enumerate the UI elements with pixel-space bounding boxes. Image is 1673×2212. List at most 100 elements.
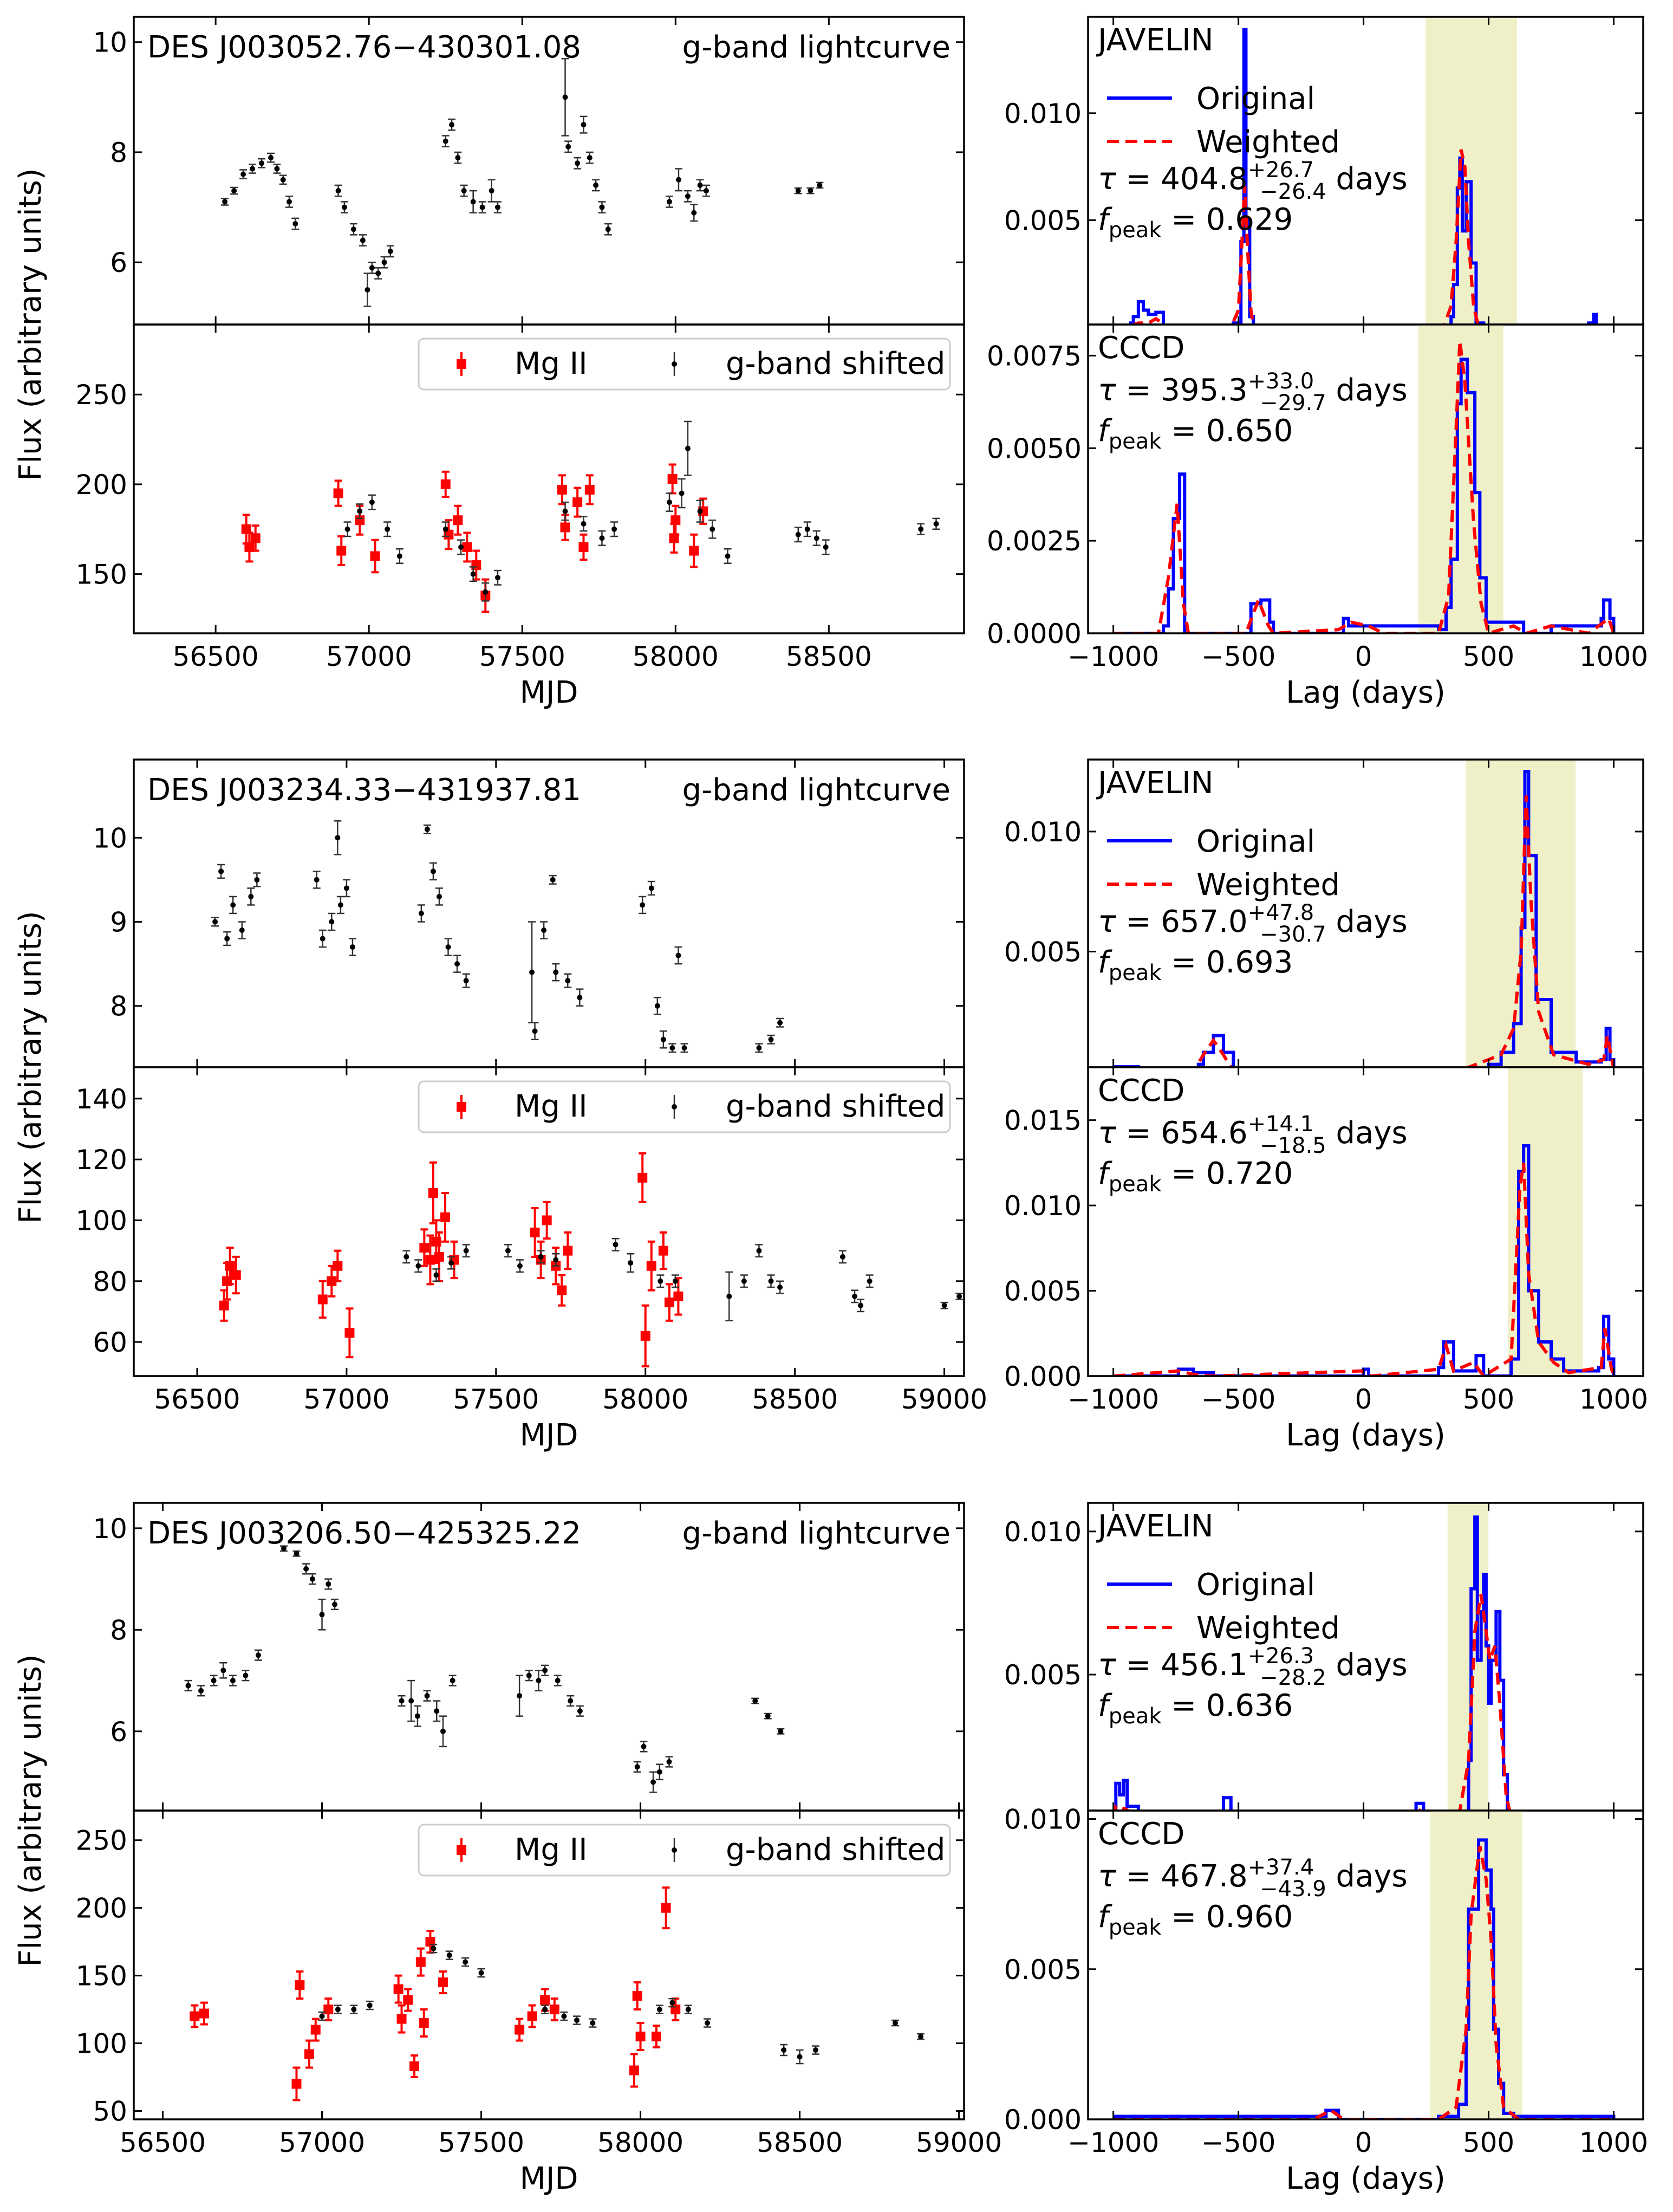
gband-marker xyxy=(795,531,801,537)
gband-marker xyxy=(797,2054,803,2060)
mgii-point xyxy=(190,2004,200,2028)
y-tick-label: 150 xyxy=(76,1961,127,1992)
gband-point xyxy=(447,1256,455,1270)
gband-point xyxy=(725,1271,733,1322)
gband-marker xyxy=(431,1945,437,1951)
gband-marker xyxy=(357,508,363,514)
y-tick-label: 0.010 xyxy=(1004,1190,1082,1222)
gband-marker xyxy=(532,1028,538,1034)
y-tick-label: 10 xyxy=(93,822,127,854)
axes-frame xyxy=(133,323,965,634)
x-tick-label: 1000 xyxy=(1579,641,1648,672)
gband-marker xyxy=(259,160,265,166)
mgii-point xyxy=(304,2039,315,2069)
mgii-point xyxy=(658,1231,668,1270)
gband-marker xyxy=(430,868,436,874)
gband-point xyxy=(435,887,443,906)
mgii-point xyxy=(632,1981,642,2011)
x-tick-label: −500 xyxy=(1201,2127,1275,2158)
gband-point xyxy=(242,1670,250,1682)
gband-marker xyxy=(679,490,685,496)
y-tick-label: 0.005 xyxy=(1004,1276,1082,1307)
gband-point xyxy=(366,2000,374,2010)
gband-point xyxy=(350,2005,358,2014)
gband-point xyxy=(441,521,450,537)
gband-point xyxy=(659,1030,667,1049)
x-tick-label: −1000 xyxy=(1067,1384,1159,1415)
legend: Mg II g-band shifted xyxy=(418,338,951,391)
mgii-marker xyxy=(557,484,567,495)
gband-marker xyxy=(442,526,448,532)
gband-point xyxy=(796,2049,804,2065)
y-tick-label: 8 xyxy=(110,1614,127,1646)
y-tick-label: 200 xyxy=(76,469,127,501)
fpeak-subscript: peak xyxy=(1109,429,1162,454)
fpeak-subscript: peak xyxy=(1109,1704,1162,1729)
gband-point xyxy=(469,566,477,582)
gband-marker xyxy=(385,526,390,532)
gband-marker xyxy=(343,885,349,891)
gband-marker xyxy=(303,1566,309,1572)
gband-point xyxy=(690,204,698,222)
data-layer xyxy=(1113,1067,1616,1376)
gband-marker xyxy=(274,166,280,172)
lag-range-shade xyxy=(1425,17,1517,325)
gband-point xyxy=(552,1253,560,1267)
mgii-point xyxy=(370,539,380,574)
gband-marker xyxy=(461,188,467,194)
gband-point xyxy=(580,115,588,134)
weighted-curve xyxy=(1194,795,1615,1067)
y-tick-label: 0.005 xyxy=(1004,205,1082,237)
x-tick-label: 59000 xyxy=(901,1384,987,1415)
gband-point xyxy=(653,996,661,1015)
y-tick-label: 0.010 xyxy=(1004,1516,1082,1548)
gband-marker xyxy=(795,188,801,194)
fpeak-value: fpeak = 0.650 xyxy=(1098,413,1293,454)
gband-point xyxy=(368,494,376,510)
gband-point xyxy=(285,195,294,208)
tau-number: 456.1 xyxy=(1161,1647,1247,1683)
original-histogram xyxy=(1113,1144,1616,1376)
gband-marker xyxy=(230,1678,236,1684)
legend-box xyxy=(418,1080,951,1133)
gband-marker xyxy=(335,188,341,194)
gband-marker xyxy=(656,2007,662,2013)
mgii-point xyxy=(336,535,347,567)
mgii-marker xyxy=(428,1188,438,1198)
fpeak-number: = 0.650 xyxy=(1161,413,1293,449)
x-tick-label: 58500 xyxy=(786,641,872,672)
gband-marker xyxy=(599,535,605,541)
legend-box xyxy=(418,338,951,391)
x-tick-label: −500 xyxy=(1201,641,1275,672)
panel-title: g-band lightcurve xyxy=(682,1516,951,1551)
gband-marker xyxy=(577,995,583,1001)
gband-point xyxy=(413,1705,421,1727)
gband-point xyxy=(493,569,502,586)
x-tick-label: 59000 xyxy=(916,2127,1002,2158)
x-tick-label: 57500 xyxy=(479,641,565,672)
gband-marker xyxy=(669,1045,675,1051)
y-tick-label: 10 xyxy=(93,1513,127,1545)
gband-marker xyxy=(656,1769,662,1775)
gband-marker xyxy=(675,952,681,958)
gband-point xyxy=(462,1244,470,1258)
mgii-marker xyxy=(440,479,451,489)
mgii-marker xyxy=(333,488,343,498)
legend-gband-label: g-band shifted xyxy=(726,1089,945,1124)
legend: Mg II g-band shifted xyxy=(418,1080,951,1133)
y-tick-label: 0.005 xyxy=(1004,1659,1082,1691)
gband-point xyxy=(461,1957,470,1967)
gband-marker xyxy=(550,877,556,883)
gband-point xyxy=(386,245,394,258)
tau-value: τ = 404.8+26.7 −26.4 days xyxy=(1098,158,1408,204)
tau-value: τ = 467.8+37.4 −43.9 days xyxy=(1098,1855,1408,1902)
gband-point xyxy=(777,1728,785,1735)
legend: Mg II g-band shifted xyxy=(418,1824,951,1877)
y-tick-label: 6 xyxy=(110,247,127,278)
mgii-marker xyxy=(667,474,678,484)
legend-weighted-label: Weighted xyxy=(1196,1611,1340,1646)
mgii-marker xyxy=(327,1276,337,1286)
gband-marker xyxy=(396,553,402,559)
gband-point xyxy=(806,187,815,194)
